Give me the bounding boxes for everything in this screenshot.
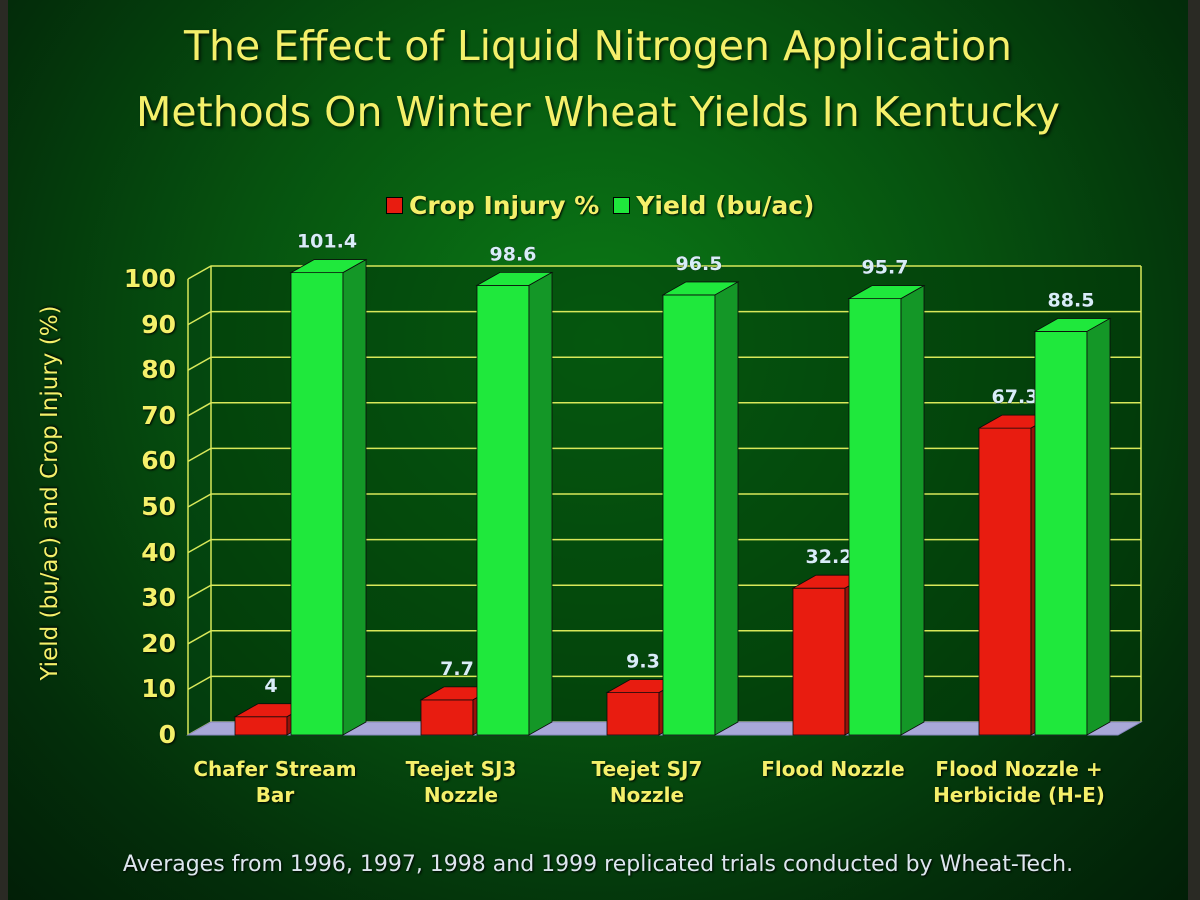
y-tick-80: 80 (141, 355, 176, 385)
y-tick-40: 40 (141, 537, 176, 567)
y-tick-20: 20 (141, 628, 176, 658)
x-category-label-3: Flood Nozzle (761, 757, 905, 781)
chart-legend: Crop Injury % Yield (bu/ac) (386, 188, 814, 222)
bar-crop-injury-4-front (978, 427, 1032, 736)
bar-yield-2-front (662, 294, 716, 736)
y-tick-70: 70 (141, 400, 176, 430)
data-label-crop-injury-1: 7.7 (440, 658, 474, 680)
y-tick-10: 10 (141, 674, 176, 704)
y-tick-0: 0 (158, 720, 176, 749)
data-label-crop-injury-0: 4 (264, 675, 277, 697)
bar-yield-0-side (342, 258, 367, 736)
bar-crop-injury-3-front (792, 587, 846, 736)
legend-swatch-yield (613, 196, 631, 214)
y-tick-90: 90 (141, 309, 176, 339)
y-tick-30: 30 (141, 583, 176, 613)
bar-yield-2-side (714, 281, 739, 736)
data-label-crop-injury-4: 67.3 (992, 386, 1039, 408)
data-label-yield-2: 96.5 (676, 253, 723, 275)
data-label-yield-1: 98.6 (490, 243, 537, 265)
data-label-crop-injury-3: 32.2 (806, 546, 853, 568)
x-category-label-0: Chafer Stream Bar (193, 757, 357, 807)
chart-slide: The Effect of Liquid Nitrogen Applicatio… (8, 0, 1188, 900)
bar-yield-3-front (848, 298, 902, 736)
bar-crop-injury-0-front (234, 716, 288, 736)
y-tick-50: 50 (141, 492, 176, 521)
bar-yield-1-front (476, 284, 530, 736)
data-label-yield-3: 95.7 (862, 257, 909, 279)
bar-crop-injury-1-front (420, 699, 474, 736)
bar-crop-injury-2-front (606, 692, 660, 736)
data-label-crop-injury-2: 9.3 (626, 651, 660, 673)
legend-item-yield: Yield (bu/ac) (613, 191, 814, 220)
chart-title-line-2: Methods On Winter Wheat Yields In Kentuc… (136, 88, 1060, 136)
bar-yield-3-side (900, 284, 925, 736)
y-tick-100: 100 (123, 264, 176, 293)
data-label-yield-4: 88.5 (1048, 289, 1095, 311)
legend-item-crop-injury: Crop Injury % (386, 191, 599, 220)
data-label-yield-0: 101.4 (297, 231, 357, 253)
y-tick-60: 60 (141, 446, 176, 476)
x-category-label-1: Teejet SJ3 Nozzle (405, 757, 517, 807)
footnote: Averages from 1996, 1997, 1998 and 1999 … (122, 852, 1074, 877)
legend-swatch-crop-injury (386, 196, 403, 214)
x-category-label-2: Teejet SJ7 Nozzle (591, 757, 703, 807)
bar-yield-0-front (290, 272, 344, 736)
legend-label-yield: Yield (bu/ac) (636, 190, 815, 220)
bar-yield-1-side (528, 271, 553, 736)
chart-title-line-1: The Effect of Liquid Nitrogen Applicatio… (183, 22, 1013, 70)
plot-area: 4 101.4 7.7 98.6 9.3 96.5 32.2 95.7 67.3 88.5 (186, 230, 1143, 736)
bar-yield-4-side (1086, 317, 1111, 736)
bar-yield-4-front (1034, 331, 1088, 736)
legend-label-crop-injury: Crop Injury % (409, 190, 600, 220)
x-category-label-4: Flood Nozzle + Herbicide (H-E) (933, 757, 1105, 807)
